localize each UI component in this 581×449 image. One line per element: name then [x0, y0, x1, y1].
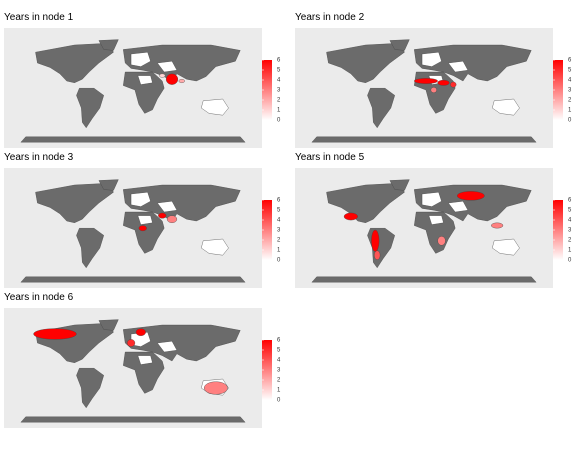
- legend-tick-label: 4: [568, 78, 572, 84]
- legend-tick-label: 1: [277, 248, 281, 254]
- legend-tick-label: 4: [568, 218, 572, 224]
- country-highlight: [126, 339, 136, 347]
- country-highlight: [138, 225, 147, 232]
- legend-tick-label: 2: [277, 238, 281, 244]
- legend-tick-label: 5: [568, 208, 572, 214]
- legend-tick-label: 5: [277, 68, 281, 74]
- country-highlight: [450, 81, 457, 88]
- legend-tick-label: 6: [277, 198, 281, 204]
- country-highlight: [343, 212, 358, 221]
- legend-tick-label: 3: [568, 88, 572, 94]
- panel-title: Years in node 2: [295, 12, 365, 23]
- country-highlight: [203, 381, 228, 395]
- legend-tick-label: 1: [568, 248, 572, 254]
- legend-tick-label: 2: [568, 238, 572, 244]
- legend-tick-label: 6: [568, 58, 572, 64]
- legend-tick-label: 5: [568, 68, 572, 74]
- country-highlight: [430, 87, 437, 93]
- legend-tick-label: 4: [277, 358, 281, 364]
- legend-tick-label: 1: [277, 388, 281, 394]
- country-highlight: [159, 73, 166, 78]
- legend-tick-label: 0: [568, 258, 572, 264]
- legend-bar: [262, 60, 272, 120]
- country-highlight: [158, 212, 167, 219]
- country-highlight: [178, 79, 185, 83]
- country-highlight: [371, 229, 380, 252]
- panel-title: Years in node 6: [4, 292, 74, 303]
- panel-title: Years in node 3: [4, 152, 74, 163]
- country-highlight: [414, 78, 438, 84]
- legend-tick-label: 4: [277, 78, 281, 84]
- legend-tick-label: 3: [277, 368, 281, 374]
- map: [311, 179, 537, 283]
- country-highlight: [166, 215, 178, 223]
- panel-title: Years in node 5: [295, 152, 365, 163]
- legend-tick-label: 2: [277, 378, 281, 384]
- legend-bar: [262, 200, 272, 260]
- legend-tick-label: 4: [277, 218, 281, 224]
- legend-bar: [262, 340, 272, 400]
- legend-bar: [553, 60, 563, 120]
- legend-tick-label: 5: [277, 348, 281, 354]
- legend-tick-label: 6: [568, 198, 572, 204]
- legend-tick-label: 6: [277, 58, 281, 64]
- legend-tick-label: 3: [277, 228, 281, 234]
- country-highlight: [437, 236, 446, 246]
- map: [311, 39, 537, 143]
- legend-bar: [553, 200, 563, 260]
- panel-title: Years in node 1: [4, 12, 74, 23]
- legend-tick-label: 0: [277, 118, 281, 124]
- legend-tick-label: 5: [277, 208, 281, 214]
- legend-tick-label: 1: [568, 108, 572, 114]
- country-highlight: [33, 328, 77, 340]
- legend-tick-label: 0: [568, 118, 572, 124]
- legend-tick-label: 3: [568, 228, 572, 234]
- map: [20, 179, 246, 283]
- legend-tick-label: 3: [277, 88, 281, 94]
- country-highlight: [165, 73, 179, 85]
- legend-tick-label: 2: [568, 98, 572, 104]
- legend-tick-label: 0: [277, 398, 281, 404]
- legend-tick-label: 2: [277, 98, 281, 104]
- legend-tick-label: 1: [277, 108, 281, 114]
- map: [20, 319, 246, 423]
- map: [20, 39, 246, 143]
- legend-tick-label: 0: [277, 258, 281, 264]
- legend-tick-label: 6: [277, 338, 281, 344]
- country-highlight: [437, 79, 450, 86]
- country-highlight: [491, 222, 504, 229]
- country-highlight: [456, 191, 485, 201]
- country-highlight: [374, 250, 381, 260]
- country-highlight: [135, 328, 146, 336]
